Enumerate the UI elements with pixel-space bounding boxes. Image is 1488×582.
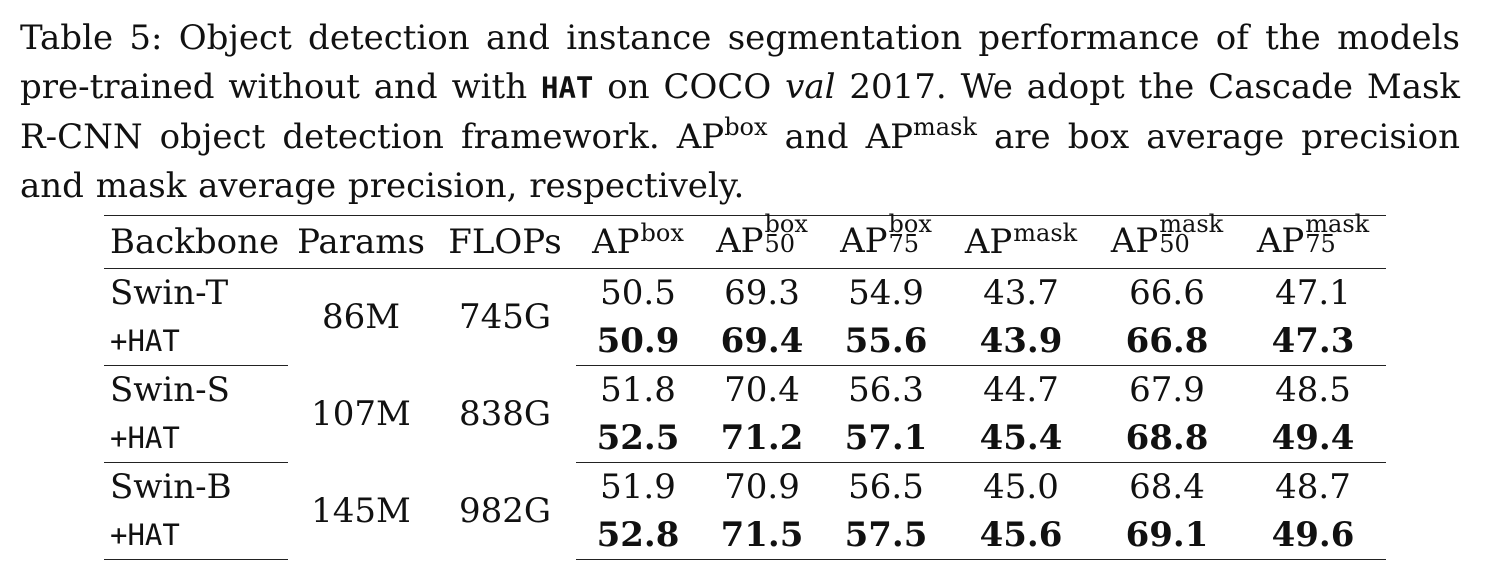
table-row: +HAT 52.8 71.5 57.5 45.6 69.1 49.6 xyxy=(104,511,1386,560)
header-flops: FLOPs xyxy=(434,215,576,269)
params-cell: 145M xyxy=(311,491,411,531)
caption-text-c: 2017. We adopt the Cascade Mask R-CNN ob… xyxy=(20,67,1461,157)
value-cell: 68.4 xyxy=(1129,467,1205,507)
header-ap-box-75: AP box 75 xyxy=(824,212,948,269)
value-cell-bold: 66.8 xyxy=(1094,317,1240,366)
table-row: Swin-T 86M 745G 50.5 69.3 54.9 43.7 66.6… xyxy=(104,269,1386,337)
value-cell: 54.9 xyxy=(848,273,924,313)
value-cell: 43.7 xyxy=(983,273,1059,313)
value-cell: 67.9 xyxy=(1129,370,1205,410)
caption-sup-box: box xyxy=(724,113,768,141)
value-cell: 66.6 xyxy=(1129,273,1205,313)
header-row: Backbone Params FLOPs APbox AP box 50 AP bo… xyxy=(104,212,1386,269)
table-row: Swin-B 145M 982G 51.9 70.9 56.5 45.0 68.… xyxy=(104,463,1386,531)
header-ap-box: APbox xyxy=(576,215,700,269)
caption-text-e: are box average precision and mask avera… xyxy=(20,117,1461,206)
row-name: Swin-B xyxy=(110,467,232,507)
value-cell: 48.7 xyxy=(1275,467,1351,507)
caption-val: val xyxy=(785,67,836,107)
value-cell-bold: 45.6 xyxy=(948,511,1094,560)
results-table: Backbone Params FLOPs APbox AP box 50 AP bo… xyxy=(104,212,1386,560)
value-cell: 70.9 xyxy=(724,467,800,507)
value-cell-bold: 68.8 xyxy=(1094,414,1240,463)
value-cell: 44.7 xyxy=(983,370,1059,410)
value-cell: 70.4 xyxy=(724,370,800,410)
value-cell-bold: 43.9 xyxy=(948,317,1094,366)
table-caption: Table 5: Object detection and instance s… xyxy=(20,14,1460,211)
flops-cell: 745G xyxy=(458,297,552,338)
value-cell-bold: 52.5 xyxy=(576,414,700,463)
value-cell: 69.3 xyxy=(724,273,800,313)
header-backbone: Backbone xyxy=(104,215,288,269)
flops-cell: 838G xyxy=(458,394,552,434)
caption-label: Table 5: xyxy=(20,18,163,58)
value-cell: 51.9 xyxy=(600,467,676,507)
header-ap-mask-75: AP mask 75 xyxy=(1240,212,1386,269)
caption-hat: HAT xyxy=(540,71,594,105)
value-cell-bold: 57.5 xyxy=(824,511,948,560)
value-cell: 47.1 xyxy=(1275,273,1351,313)
value-cell-bold: 49.6 xyxy=(1240,511,1386,560)
value-cell: 56.5 xyxy=(848,467,924,507)
params-cell: 86M xyxy=(321,297,401,338)
header-ap-box-50: AP box 50 xyxy=(700,212,824,269)
value-cell-bold: 52.8 xyxy=(576,511,700,560)
value-cell: 50.5 xyxy=(600,273,676,313)
caption-text-d: and AP xyxy=(784,117,914,157)
table-row: Swin-S 107M 838G 51.8 70.4 56.3 44.7 67.… xyxy=(104,366,1386,434)
row-name: Swin-T xyxy=(110,273,229,313)
value-cell: 45.0 xyxy=(983,467,1059,507)
value-cell-bold: 50.9 xyxy=(576,317,700,366)
row-name-hat: +HAT xyxy=(104,414,288,463)
row-name-hat: +HAT xyxy=(104,317,288,366)
value-cell-bold: 69.4 xyxy=(700,317,824,366)
row-name: Swin-S xyxy=(110,370,230,410)
value-cell-bold: 69.1 xyxy=(1094,511,1240,560)
flops-cell: 982G xyxy=(458,491,552,531)
header-ap-mask-50: AP mask 50 xyxy=(1094,212,1240,269)
caption-text-a: Object detection and instance segmentati… xyxy=(20,18,1460,107)
value-cell-bold: 71.5 xyxy=(700,511,824,560)
params-cell: 107M xyxy=(311,394,411,434)
row-name-hat: +HAT xyxy=(104,511,288,560)
value-cell-bold: 49.4 xyxy=(1240,414,1386,463)
value-cell-bold: 71.2 xyxy=(700,414,824,463)
header-ap-mask: APmask xyxy=(948,215,1094,269)
value-cell: 56.3 xyxy=(848,370,924,410)
table-row: +HAT 52.5 71.2 57.1 45.4 68.8 49.4 xyxy=(104,414,1386,463)
value-cell-bold: 57.1 xyxy=(824,414,948,463)
value-cell-bold: 47.3 xyxy=(1240,317,1386,366)
table-row: +HAT 50.9 69.4 55.6 43.9 66.8 47.3 xyxy=(104,317,1386,366)
value-cell: 51.8 xyxy=(600,370,676,410)
value-cell: 48.5 xyxy=(1275,370,1351,410)
value-cell-bold: 45.4 xyxy=(948,414,1094,463)
caption-text-b: on COCO xyxy=(607,67,772,107)
value-cell-bold: 55.6 xyxy=(824,317,948,366)
caption-sup-mask: mask xyxy=(913,113,977,141)
header-params: Params xyxy=(288,215,434,269)
